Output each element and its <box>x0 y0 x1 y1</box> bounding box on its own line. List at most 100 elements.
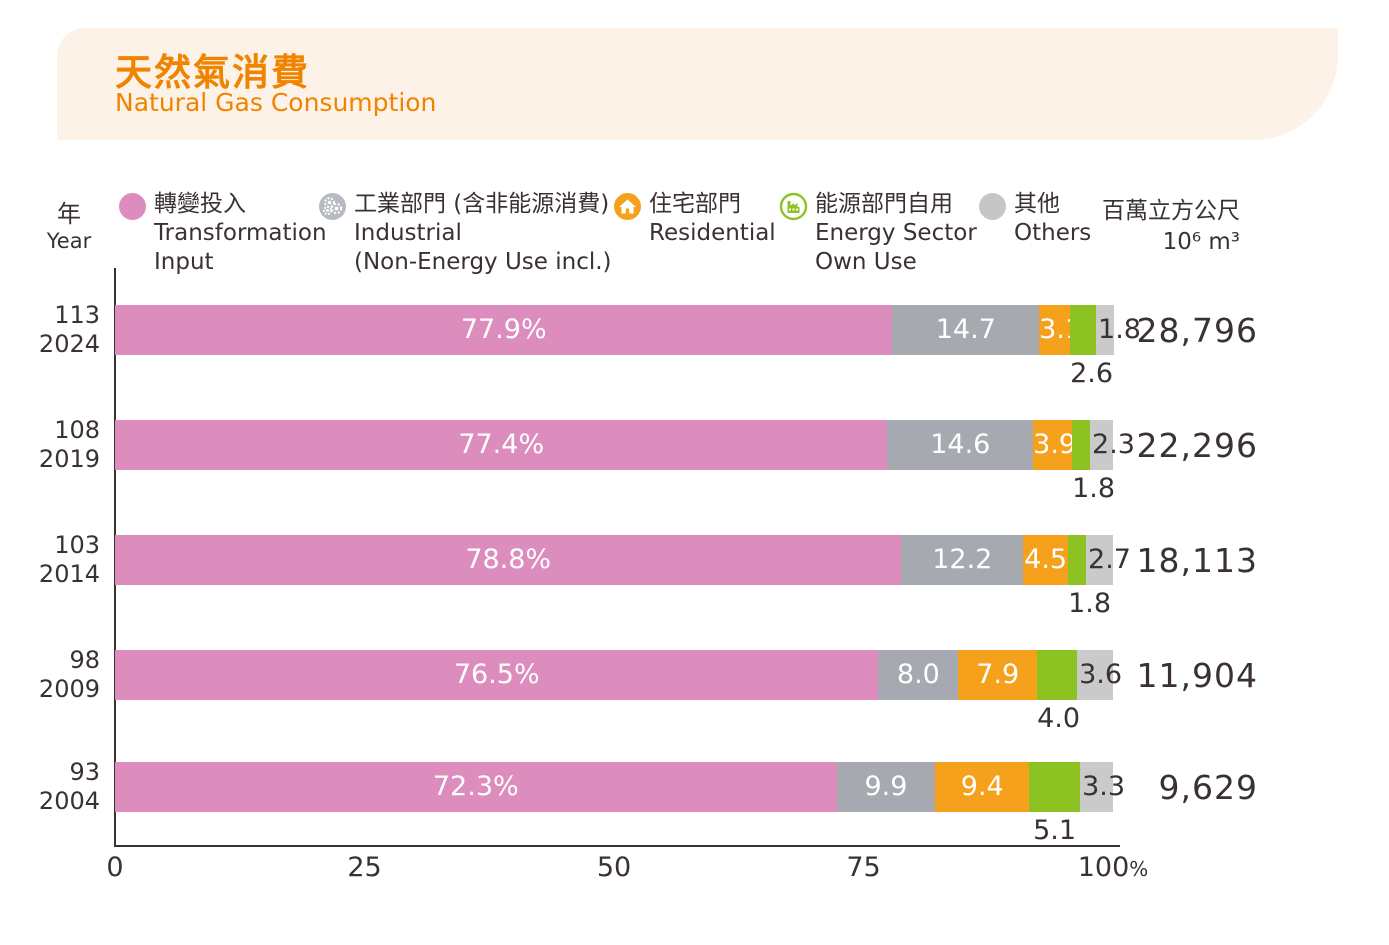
legend-label-line: 工業部門 (含非能源消費) <box>354 191 610 217</box>
bar-value-energy-sector-own-use: 2.6 <box>1070 358 1114 389</box>
year-roc: 93 <box>69 758 100 786</box>
x-tick-0: 0 <box>106 852 124 883</box>
unit-label-en: 10⁶ m³ <box>1162 229 1240 255</box>
year-roc: 113 <box>54 301 100 329</box>
year-ad: 2014 <box>38 560 100 588</box>
x-tick-25: 25 <box>347 852 382 883</box>
bar-value-residential: 7.9 <box>976 659 1020 690</box>
bar-value-transformation-input: 72.3% <box>432 771 519 802</box>
legend-label-line: (Non-Energy Use incl.) <box>354 249 612 275</box>
bar-value-industrial: 9.9 <box>864 771 908 802</box>
transformation-input-icon <box>118 192 147 221</box>
bar-segment-energy-sector-own-use <box>1068 535 1087 585</box>
x-tick-75: 75 <box>846 852 881 883</box>
x-tick-50: 50 <box>596 852 632 883</box>
energy-sector-own-use-icon <box>779 192 808 221</box>
bar-value-residential: 9.4 <box>960 771 1004 802</box>
legend-label-residential: 住宅部門 Residential <box>649 190 776 248</box>
bar-segment-transformation-input <box>115 420 888 470</box>
x-tick-100: 100% <box>1077 852 1149 883</box>
year-roc: 103 <box>54 531 100 559</box>
year-axis-label-zh: 年 <box>57 200 81 228</box>
year-label: 98 2009 <box>0 646 100 704</box>
bar-value-industrial: 8.0 <box>896 659 940 690</box>
bar-segment-residential <box>958 650 1038 700</box>
legend-label-others: 其他 Others <box>1014 190 1091 248</box>
page-title-en: Natural Gas Consumption <box>115 88 437 117</box>
bar-segment-residential <box>1039 305 1071 355</box>
year-roc: 108 <box>54 416 100 444</box>
year-ad: 2019 <box>38 445 100 473</box>
bar-segment-industrial <box>901 535 1024 585</box>
bar-segment-others <box>1077 650 1113 700</box>
year-label: 113 2024 <box>0 301 100 359</box>
total-label: 11,904 <box>1136 656 1258 695</box>
bar-segment-energy-sector-own-use <box>1070 305 1097 355</box>
page-title-zh: 天然氣消費 <box>115 51 310 94</box>
bar-segment-transformation-input <box>115 305 893 355</box>
legend-label-line: Energy Sector <box>815 220 977 246</box>
bar-value-transformation-input: 77.9% <box>460 314 547 345</box>
legend-label-line: 住宅部門 <box>649 191 741 217</box>
legend-label-line: Industrial <box>354 220 462 246</box>
bar-value-others: 1.8 <box>1098 314 1141 345</box>
bar-segment-industrial <box>892 305 1040 355</box>
x-tick-percent-suffix: % <box>1129 857 1149 881</box>
bar-value-energy-sector-own-use: 1.8 <box>1068 588 1112 619</box>
year-ad: 2024 <box>38 330 100 358</box>
total-label: 18,113 <box>1136 541 1258 580</box>
others-icon <box>978 192 1007 221</box>
bar-segment-residential <box>1033 420 1073 470</box>
industrial-icon <box>318 192 347 221</box>
bar-segment-residential <box>1023 535 1069 585</box>
bar-value-industrial: 12.2 <box>932 544 993 575</box>
unit-label: 百萬立方公尺 10⁶ m³ <box>1040 196 1240 258</box>
legend-label-line: Others <box>1014 220 1092 246</box>
bar-value-others: 3.6 <box>1079 659 1123 690</box>
year-axis-label-en: Year <box>46 229 92 253</box>
year-label: 93 2004 <box>0 758 100 816</box>
bar-segment-industrial <box>836 762 936 812</box>
bar-segment-others <box>1090 420 1113 470</box>
bar-segment-transformation-input <box>115 535 902 585</box>
legend-label-line: 能源部門自用 <box>815 191 953 217</box>
bar-value-energy-sector-own-use: 5.1 <box>1033 815 1077 846</box>
year-ad: 2004 <box>38 787 100 815</box>
legend-label-line: Own Use <box>815 249 917 275</box>
title-banner <box>57 28 1338 140</box>
x-axis-line <box>114 845 1120 847</box>
bar-segment-others <box>1080 762 1113 812</box>
bar-segment-energy-sector-own-use <box>1072 420 1091 470</box>
bar-value-others: 2.7 <box>1088 544 1131 575</box>
bar-value-industrial: 14.7 <box>935 314 996 345</box>
bar-value-others: 2.3 <box>1092 429 1135 460</box>
legend-label-line: Transformation <box>154 220 327 246</box>
bar-value-residential: 4.5 <box>1024 544 1068 575</box>
total-label: 28,796 <box>1136 311 1258 350</box>
bar-value-others: 3.3 <box>1082 771 1126 802</box>
year-label: 108 2019 <box>0 416 100 474</box>
bar-segment-others <box>1096 305 1114 355</box>
bar-value-energy-sector-own-use: 1.8 <box>1072 473 1116 504</box>
legend-label-line: Input <box>154 249 214 275</box>
year-axis-label: 年 Year <box>38 200 100 254</box>
bar-value-residential: 3.9 <box>1033 429 1077 460</box>
year-ad: 2009 <box>38 675 100 703</box>
bar-value-transformation-input: 77.4% <box>458 429 545 460</box>
unit-label-zh: 百萬立方公尺 <box>1102 198 1240 224</box>
legend-label-energy-sector-own-use: 能源部門自用 Energy Sector Own Use <box>815 190 977 277</box>
total-label: 9,629 <box>1158 768 1258 807</box>
bar-value-transformation-input: 76.5% <box>453 659 540 690</box>
bar-segment-energy-sector-own-use <box>1029 762 1081 812</box>
bar-segment-residential <box>935 762 1030 812</box>
legend-label-line: 轉變投入 <box>154 191 246 217</box>
bar-value-energy-sector-own-use: 4.0 <box>1037 703 1081 734</box>
legend-label-line: 其他 <box>1014 191 1060 217</box>
bar-segment-others <box>1086 535 1113 585</box>
bar-value-transformation-input: 78.8% <box>465 544 552 575</box>
year-label: 103 2014 <box>0 531 100 589</box>
bar-value-industrial: 14.6 <box>930 429 991 460</box>
residential-icon <box>613 192 642 221</box>
bar-segment-energy-sector-own-use <box>1037 650 1078 700</box>
